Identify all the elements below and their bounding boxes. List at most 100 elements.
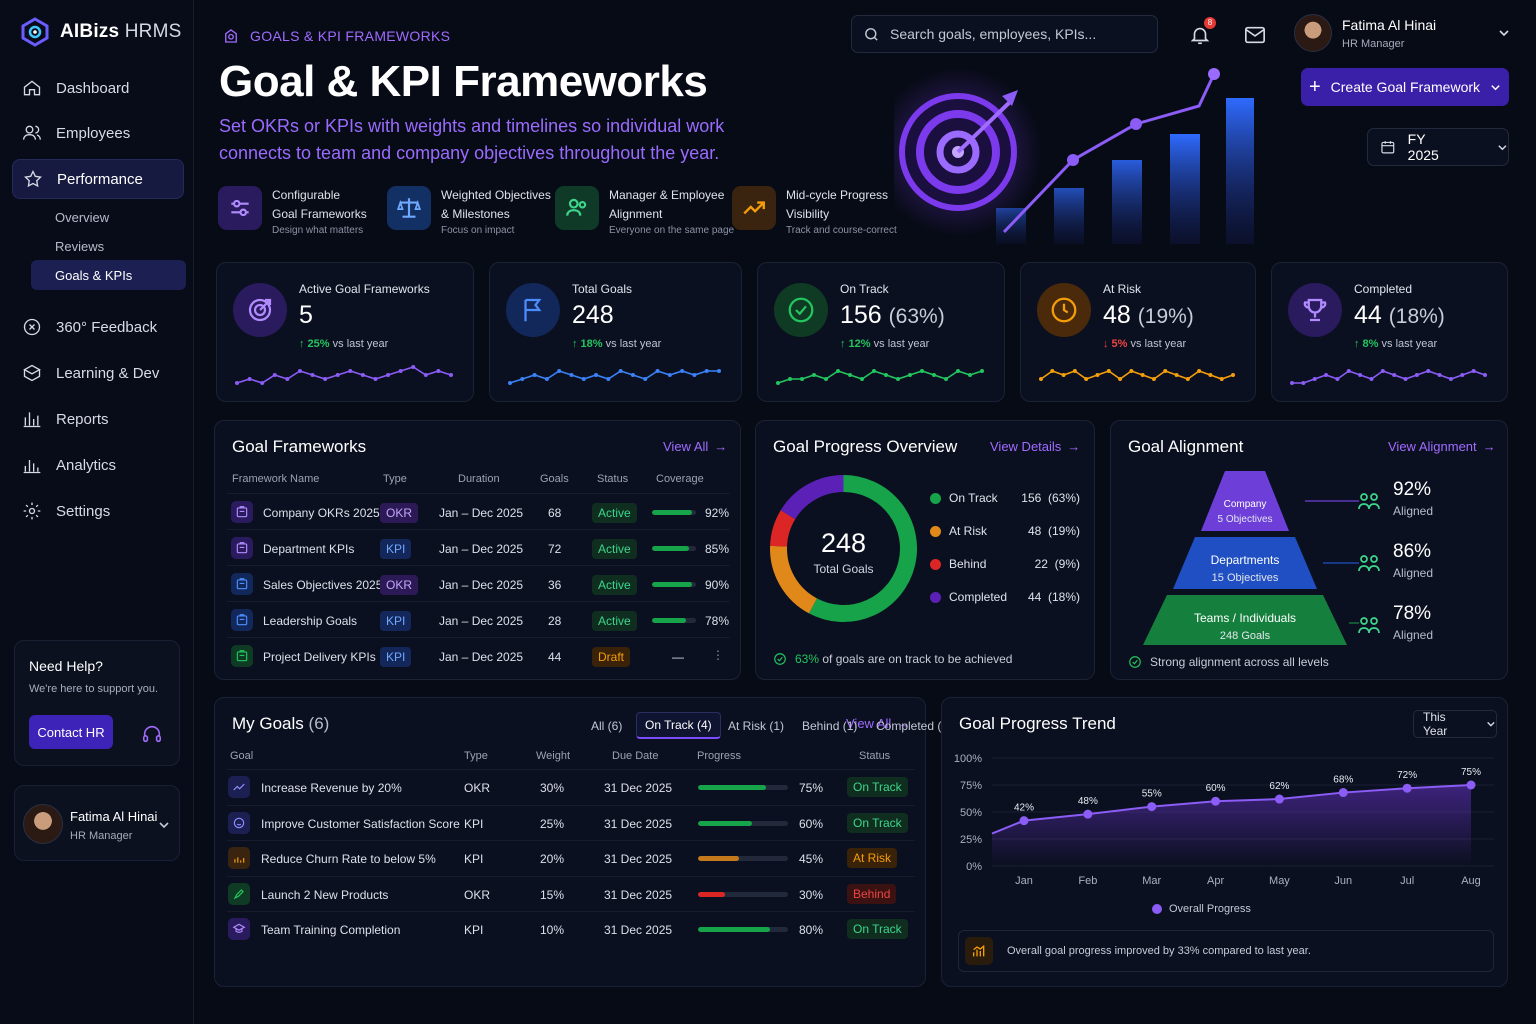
trend-point[interactable] bbox=[1466, 780, 1476, 790]
legend-item: Completed 44 (18%) bbox=[930, 590, 1080, 604]
trend-point[interactable] bbox=[1402, 783, 1412, 793]
trend-point[interactable] bbox=[1083, 809, 1093, 819]
trend-point[interactable] bbox=[1211, 796, 1221, 806]
sidebar-item-performance[interactable]: Performance bbox=[12, 159, 184, 199]
framework-duration: Jan – Dec 2025 bbox=[439, 578, 524, 592]
goal-header-2: Weight bbox=[536, 750, 571, 762]
goal-name: Improve Customer Satisfaction Score bbox=[261, 816, 460, 831]
legend-label: Overall Progress bbox=[1169, 903, 1251, 915]
star-icon bbox=[24, 169, 42, 188]
trend-point[interactable] bbox=[1338, 788, 1348, 798]
arrow-right-icon: → bbox=[897, 716, 911, 731]
sidebar-item-learning-dev[interactable]: Learning & Dev bbox=[12, 353, 184, 393]
goals-tab-1[interactable]: On Track (4) bbox=[636, 712, 721, 739]
trend-legend: Overall Progress bbox=[1152, 903, 1251, 915]
alignment-level-caption: Aligned bbox=[1393, 504, 1434, 518]
search-input[interactable] bbox=[890, 26, 1140, 42]
search-box[interactable] bbox=[851, 15, 1158, 53]
donut-segment-behind[interactable] bbox=[770, 510, 796, 547]
sidebar-subitem-0[interactable]: Overview bbox=[31, 202, 186, 232]
framework-icon bbox=[231, 573, 253, 595]
trend-point[interactable] bbox=[1274, 794, 1284, 804]
chevron-down-icon bbox=[1487, 721, 1495, 727]
chevron-down-icon[interactable] bbox=[158, 819, 170, 831]
sidebar-item-dashboard[interactable]: Dashboard bbox=[12, 68, 184, 108]
goal-weight: 10% bbox=[540, 923, 565, 937]
legend-label: Behind bbox=[949, 557, 987, 571]
goal-icon bbox=[228, 918, 250, 940]
sidebar-user-card[interactable]: Fatima Al Hinai HR Manager bbox=[14, 785, 180, 861]
legend-dot bbox=[930, 558, 941, 570]
donut-segment-completed[interactable] bbox=[780, 475, 844, 520]
goals-tab-0[interactable]: All (6) bbox=[591, 719, 623, 733]
bell-icon[interactable] bbox=[1189, 24, 1211, 46]
coverage-bar-fill bbox=[652, 582, 692, 587]
sparkline-point bbox=[1174, 373, 1179, 377]
goal-progress-bar bbox=[698, 785, 788, 790]
calendar-icon bbox=[1381, 141, 1395, 154]
legend-value: 156 (63%) bbox=[1021, 491, 1080, 505]
view-all-frameworks-link[interactable]: View All → bbox=[663, 439, 727, 454]
sidebar-subitem-1[interactable]: Reviews bbox=[31, 231, 186, 261]
data-label: 68% bbox=[1333, 775, 1353, 786]
logo[interactable]: AIBizs HRMS bbox=[20, 17, 182, 47]
trend-point[interactable] bbox=[1147, 802, 1157, 812]
header-user[interactable]: Fatima Al Hinai HR Manager bbox=[1294, 14, 1510, 52]
more-icon[interactable]: ⋮ bbox=[712, 648, 724, 662]
stat-card-2[interactable]: On Track 156 (63%) ↑ 12% vs last year bbox=[757, 262, 1005, 402]
goals-tab-4[interactable]: Completed (0) bbox=[876, 719, 953, 733]
x-tick-label: Jul bbox=[1400, 875, 1414, 887]
stat-value: 48 (19%) bbox=[1103, 301, 1194, 329]
stat-card-0[interactable]: Active Goal Frameworks 5 ↑ 25% vs last y… bbox=[216, 262, 474, 402]
stat-card-4[interactable]: Completed 44 (18%) ↑ 8% vs last year bbox=[1271, 262, 1508, 402]
data-label: 75% bbox=[1461, 767, 1481, 778]
logo-text: AIBizs HRMS bbox=[60, 21, 182, 42]
sidebar-item-settings[interactable]: Settings bbox=[12, 491, 184, 531]
mail-icon[interactable] bbox=[1244, 25, 1266, 45]
view-all-goals-link[interactable]: View All → bbox=[846, 716, 910, 731]
period-select[interactable]: FY 2025 bbox=[1367, 128, 1509, 166]
chevron-down-icon[interactable] bbox=[1498, 27, 1510, 39]
data-label: 72% bbox=[1397, 770, 1417, 781]
create-goal-framework-button[interactable]: + Create Goal Framework bbox=[1301, 68, 1509, 106]
notification-badge: 8 bbox=[1204, 17, 1216, 29]
framework-name: Sales Objectives 2025 bbox=[263, 578, 383, 592]
breadcrumb-label[interactable]: GOALS & KPI FRAMEWORKS bbox=[250, 28, 451, 44]
team-icon bbox=[555, 186, 599, 230]
feature-subtitle: Focus on impact bbox=[441, 225, 515, 236]
donut-segment-on-track[interactable] bbox=[809, 475, 917, 622]
period-value: FY 2025 bbox=[1407, 131, 1439, 163]
trend-period-select[interactable]: This Year bbox=[1413, 710, 1497, 738]
goals-tab-2[interactable]: At Risk (1) bbox=[728, 719, 785, 733]
framework-status-badge: Active bbox=[592, 539, 637, 559]
sparkline-point bbox=[1403, 377, 1408, 381]
sparkline-point bbox=[1084, 377, 1089, 381]
view-all-label: View All bbox=[846, 716, 892, 731]
donut-segment-at-risk[interactable] bbox=[770, 545, 818, 614]
feature-title-line1: Configurable bbox=[272, 188, 341, 202]
sidebar-subitem-2[interactable]: Goals & KPIs bbox=[31, 260, 186, 290]
sidebar-item-reports[interactable]: Reports bbox=[12, 399, 184, 439]
goal-progress-bar-fill bbox=[698, 891, 725, 897]
sparkline-point bbox=[1301, 381, 1306, 385]
sidebar-item-analytics[interactable]: Analytics bbox=[12, 445, 184, 485]
sparkline-point bbox=[335, 373, 340, 377]
view-alignment-link[interactable]: View Alignment → bbox=[1388, 439, 1496, 454]
sparkline-point bbox=[1163, 369, 1168, 373]
fw-header-1: Type bbox=[383, 473, 407, 485]
headset-icon[interactable] bbox=[141, 723, 163, 745]
goal-type: OKR bbox=[464, 887, 491, 902]
stat-card-1[interactable]: Total Goals 248 ↑ 18% vs last year bbox=[489, 262, 742, 402]
sidebar-item-employees[interactable]: Employees bbox=[12, 113, 184, 153]
stat-card-3[interactable]: At Risk 48 (19%) ↓ 5% vs last year bbox=[1020, 262, 1256, 402]
legend-item: At Risk 48 (19%) bbox=[930, 524, 1080, 538]
view-details-link[interactable]: View Details → bbox=[990, 439, 1080, 454]
framework-status-badge: Draft bbox=[592, 647, 631, 667]
trend-point[interactable] bbox=[1019, 816, 1029, 826]
goal-header-5: Status bbox=[859, 750, 891, 762]
contact-hr-button[interactable]: Contact HR bbox=[29, 715, 113, 749]
goals-tab-3[interactable]: Behind (1) bbox=[802, 719, 858, 733]
people-icon bbox=[1358, 555, 1380, 572]
sidebar-item-360-feedback[interactable]: 360° Feedback bbox=[12, 307, 184, 347]
goal-progress-bar-fill bbox=[698, 927, 770, 932]
